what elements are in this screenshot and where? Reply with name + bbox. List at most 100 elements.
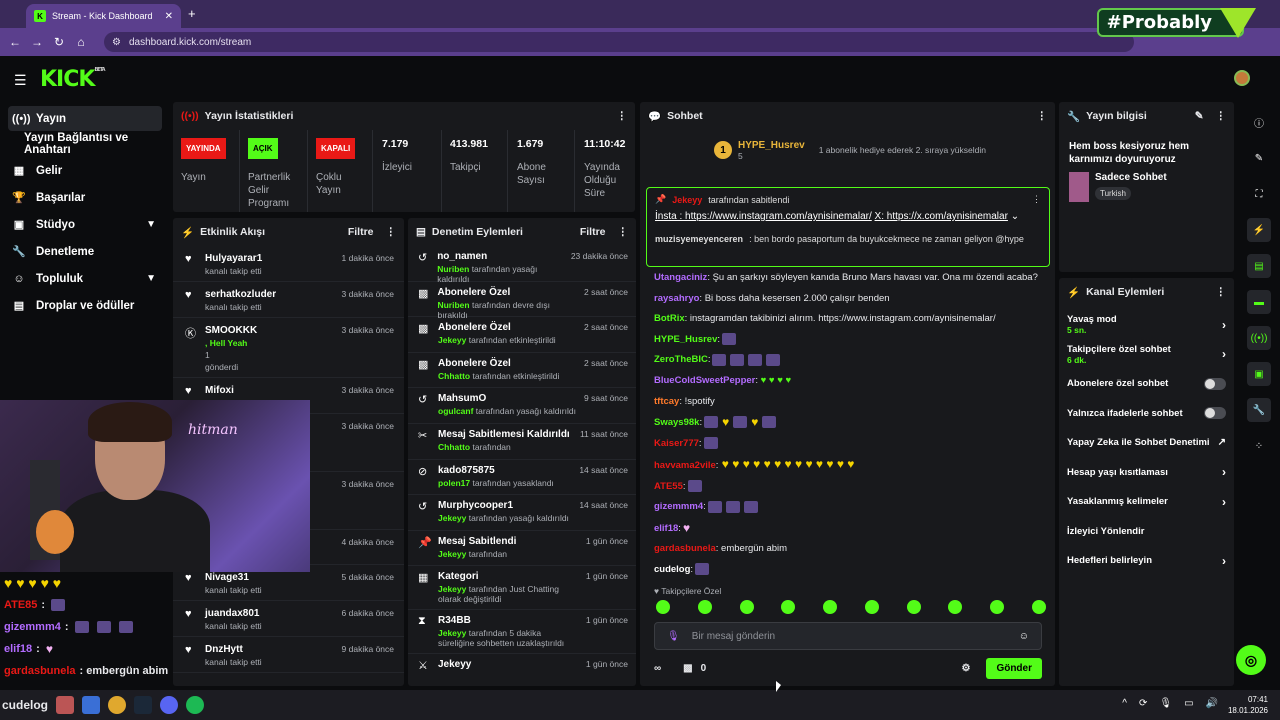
sidebar-item-achievements[interactable]: 🏆 Başarılar — [0, 184, 170, 211]
slow-mode-row[interactable]: Yavaş mod 5 sn. › — [1059, 310, 1234, 340]
filter-button[interactable]: Filtre — [579, 226, 606, 238]
emote-icon[interactable] — [781, 600, 796, 614]
sidebar-item-stream[interactable]: ((•)) Yayın — [8, 106, 162, 131]
follower-only-row[interactable]: Takipçilere özel sohbet 6 dk. › — [1059, 340, 1234, 370]
mod-target[interactable]: Murphycooper1 — [438, 500, 514, 512]
display-icon[interactable]: ▭ — [1184, 698, 1194, 709]
mod-target[interactable]: kado875875 — [438, 464, 495, 476]
emote-icon[interactable] — [990, 600, 1005, 614]
kick-logo[interactable]: KICKBETA — [40, 67, 106, 92]
apps-icon[interactable]: ⁘ — [1254, 440, 1264, 452]
sidebar-item-stream-key[interactable]: Yayın Bağlantısı ve Anahtarı — [0, 131, 170, 157]
forward-icon[interactable]: → — [31, 35, 43, 49]
mod-actor[interactable]: Chhatto — [438, 370, 471, 381]
chat-username[interactable]: ZeroTheBIC — [654, 354, 708, 366]
chat-username[interactable]: muzisyemeyenceren — [655, 234, 744, 244]
ai-moderation-row[interactable]: Yapay Zeka ile Sohbet Denetimi ↗ — [1059, 428, 1234, 458]
broadcast-icon[interactable]: ((•)) — [1247, 326, 1271, 350]
pinned-link[interactable]: X: https://x.com/aynisinemalar — [874, 211, 1008, 222]
more-options-icon[interactable]: ⋮ — [1032, 194, 1041, 204]
points-icon[interactable]: ∞ — [654, 662, 662, 674]
chat-username[interactable]: tftcay — [654, 395, 680, 407]
filter-button[interactable]: Filtre — [347, 226, 374, 238]
mod-actor[interactable]: Chhatto — [438, 441, 471, 452]
pinned-by[interactable]: Jekeyy — [672, 194, 703, 205]
chat-username[interactable]: gizemmm4 — [654, 501, 704, 513]
chevron-down-icon[interactable]: ⌄ — [1010, 211, 1020, 222]
chat-username[interactable]: gardasbunela — [654, 543, 716, 555]
mod-actor[interactable]: Nuriben — [437, 264, 470, 274]
activity-user[interactable]: DnzHytt — [205, 644, 243, 655]
volume-icon[interactable]: 🔊 — [1205, 698, 1218, 709]
back-icon[interactable]: ← — [9, 35, 21, 49]
activity-user[interactable]: juandax801 — [205, 608, 260, 619]
wrench-icon[interactable]: 🔧 — [1247, 398, 1271, 422]
fullscreen-icon[interactable]: ⛶ — [1255, 188, 1263, 200]
address-bar[interactable]: ⚙ dashboard.kick.com/stream — [104, 32, 1134, 52]
app-icon[interactable] — [56, 696, 75, 714]
activity-user[interactable]: Nivage31 — [205, 572, 249, 583]
more-options-icon[interactable]: ⋮ — [616, 110, 628, 122]
account-age-row[interactable]: Hesap yaşı kısıtlaması › — [1059, 458, 1234, 488]
sidebar-item-studio[interactable]: ▣ Stüdyo ▼ — [0, 211, 170, 238]
sidebar-item-revenue[interactable]: ▦ Gelir — [0, 157, 170, 184]
chat-username[interactable]: BotRix — [654, 313, 685, 325]
network-icon[interactable]: ⟳ — [1139, 698, 1148, 709]
chat-username[interactable]: BlueColdSweetPepper — [654, 374, 756, 386]
info-icon[interactable]: ⓘ — [1254, 118, 1264, 130]
microphone-icon[interactable]: 🎙 — [1159, 698, 1173, 709]
sidebar-item-community[interactable]: ☺ Topluluk ▼ — [0, 265, 170, 292]
spotify-icon[interactable] — [186, 696, 205, 714]
emote-icon[interactable] — [864, 600, 879, 614]
emote-icon[interactable] — [739, 600, 754, 614]
mod-actor[interactable]: Jekeyy — [438, 548, 467, 559]
mod-actor[interactable]: Jekeyy — [438, 335, 467, 346]
sub-only-toggle[interactable] — [1204, 377, 1226, 390]
emote-only-toggle[interactable] — [1204, 407, 1226, 420]
emote-icon[interactable] — [823, 600, 838, 614]
chat-icon[interactable]: ▬ — [1247, 290, 1271, 314]
mod-actor[interactable]: Jekeyy — [438, 584, 467, 595]
bolt-icon[interactable]: ⚡ — [1247, 218, 1271, 242]
emote-icon[interactable] — [656, 600, 670, 614]
category-name[interactable]: Sadece Sohbet — [1095, 172, 1167, 183]
chat-username[interactable]: ATE55 — [654, 480, 683, 492]
more-options-icon[interactable]: ⋮ — [1215, 110, 1227, 122]
home-icon[interactable]: ⌂ — [77, 35, 85, 49]
emote-icon[interactable] — [1031, 600, 1046, 614]
gift-user[interactable]: HYPE_Husrev — [738, 139, 805, 151]
chat-username[interactable]: HYPE_Husrev — [654, 333, 718, 345]
chat-username[interactable]: elif18 — [654, 522, 679, 534]
more-options-icon[interactable]: ⋮ — [617, 226, 629, 238]
more-options-icon[interactable]: ⋮ — [385, 226, 397, 238]
settings-icon[interactable]: ⚙ — [961, 662, 971, 674]
mod-target[interactable]: no_namen — [437, 251, 488, 262]
mod-target[interactable]: Jekeyy — [438, 659, 472, 671]
mod-actor[interactable]: ogulcanf — [438, 406, 474, 417]
outlook-icon[interactable] — [82, 696, 101, 714]
activity-user[interactable]: Mifoxi — [205, 385, 234, 396]
mod-actor[interactable]: polen17 — [438, 477, 471, 488]
edit-icon[interactable]: ✎ — [1194, 110, 1204, 122]
chat-username[interactable]: Kaiser777 — [654, 437, 699, 449]
support-icon[interactable]: ◎ — [1236, 645, 1266, 675]
stream-tag[interactable]: Turkish — [1095, 187, 1131, 200]
menu-icon[interactable]: ☰ — [14, 72, 27, 88]
chevron-up-icon[interactable]: ^ — [1122, 698, 1127, 709]
sidebar-item-drops[interactable]: ▤ Droplar ve ödüller — [0, 292, 170, 319]
user-avatar[interactable] — [1234, 70, 1250, 86]
chrome-icon[interactable] — [108, 696, 127, 714]
mod-actor[interactable]: Jekeyy — [438, 513, 467, 524]
more-options-icon[interactable]: ⋮ — [1036, 110, 1048, 122]
send-button[interactable]: Gönder — [986, 657, 1042, 679]
mod-target[interactable]: R34BB — [438, 615, 471, 627]
document-icon[interactable]: ▤ — [1247, 254, 1271, 278]
chat-input[interactable]: 🎙 Bir mesaj gönderin ☺ — [654, 622, 1042, 650]
steam-icon[interactable] — [134, 696, 153, 714]
edit-icon[interactable]: ✎ — [1254, 152, 1264, 164]
raid-row[interactable]: İzleyici Yönlendir — [1059, 517, 1234, 547]
chat-username[interactable]: Utangaciniz — [654, 272, 708, 283]
gift-icon[interactable]: ▩ — [683, 662, 693, 674]
chat-username[interactable]: cudelog — [654, 563, 691, 575]
new-tab-icon[interactable]: + — [188, 6, 196, 21]
